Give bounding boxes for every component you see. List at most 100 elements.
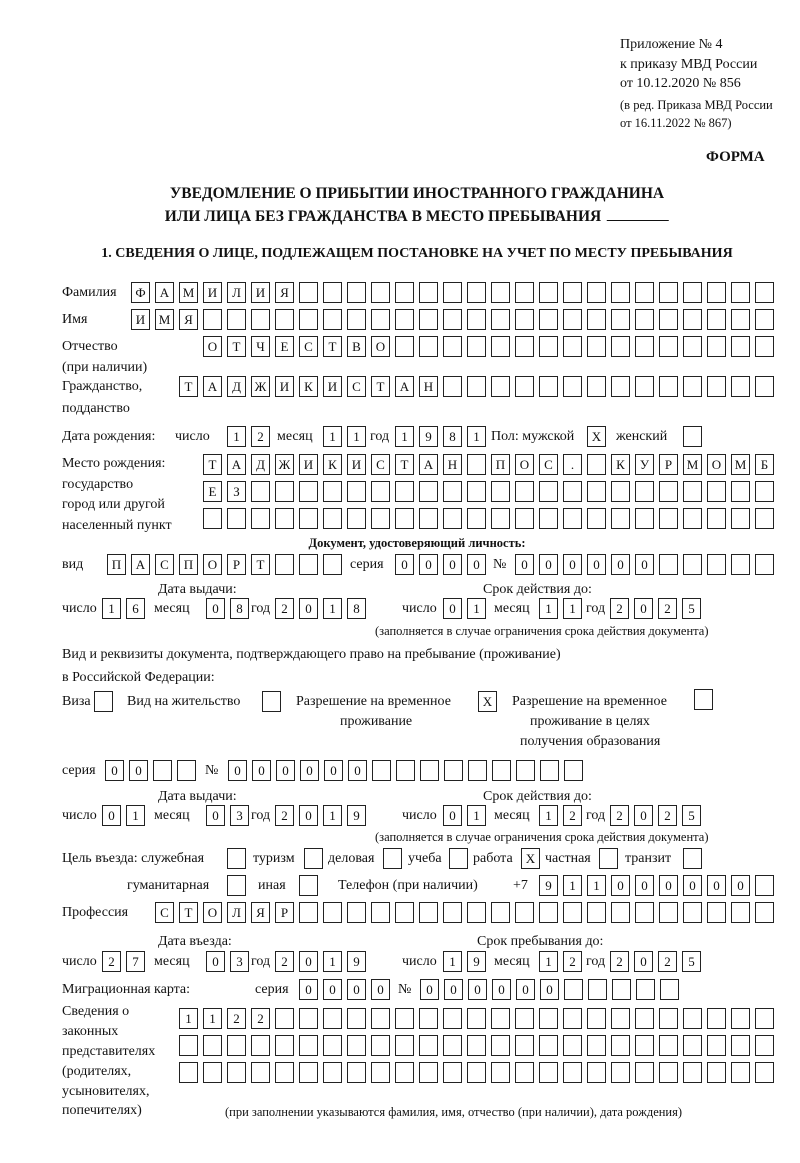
char-cell[interactable] bbox=[179, 1035, 198, 1056]
char-cell[interactable] bbox=[467, 902, 486, 923]
char-cell[interactable] bbox=[395, 1062, 414, 1083]
char-cell[interactable]: 1 bbox=[179, 1008, 198, 1029]
char-cell[interactable] bbox=[515, 481, 534, 502]
char-cell[interactable]: 0 bbox=[276, 760, 295, 781]
char-cell[interactable] bbox=[563, 1008, 582, 1029]
char-cell[interactable]: А bbox=[227, 454, 246, 475]
char-cell[interactable] bbox=[304, 848, 323, 869]
char-cell[interactable]: И bbox=[347, 454, 366, 475]
char-cell[interactable] bbox=[755, 875, 774, 896]
char-cell[interactable] bbox=[395, 1008, 414, 1029]
char-cell[interactable]: Я bbox=[275, 282, 294, 303]
char-cell[interactable] bbox=[491, 1008, 510, 1029]
char-cell[interactable]: М bbox=[683, 454, 702, 475]
char-cell[interactable] bbox=[587, 282, 606, 303]
char-cell[interactable]: С bbox=[299, 336, 318, 357]
char-cell[interactable]: 2 bbox=[275, 598, 294, 619]
char-cell[interactable]: 0 bbox=[635, 554, 654, 575]
char-cell[interactable]: И bbox=[251, 282, 270, 303]
char-cell[interactable]: 3 bbox=[230, 805, 249, 826]
char-cell[interactable] bbox=[659, 1035, 678, 1056]
char-cell[interactable]: 1 bbox=[539, 598, 558, 619]
char-cell[interactable]: 0 bbox=[443, 805, 462, 826]
char-cell[interactable]: 0 bbox=[323, 979, 342, 1000]
char-cell[interactable]: П bbox=[491, 454, 510, 475]
char-cell[interactable]: 2 bbox=[563, 951, 582, 972]
char-cell[interactable] bbox=[587, 481, 606, 502]
char-cell[interactable] bbox=[731, 1035, 750, 1056]
char-cell[interactable] bbox=[755, 481, 774, 502]
char-cell[interactable] bbox=[587, 1008, 606, 1029]
char-cell[interactable] bbox=[491, 309, 510, 330]
char-cell[interactable]: З bbox=[227, 481, 246, 502]
char-cell[interactable] bbox=[683, 554, 702, 575]
char-cell[interactable] bbox=[467, 481, 486, 502]
char-cell[interactable]: О bbox=[371, 336, 390, 357]
char-cell[interactable] bbox=[611, 1008, 630, 1029]
char-cell[interactable]: К bbox=[611, 454, 630, 475]
char-cell[interactable] bbox=[467, 282, 486, 303]
char-cell[interactable] bbox=[611, 1062, 630, 1083]
representatives-field-2[interactable] bbox=[179, 1035, 775, 1057]
char-cell[interactable] bbox=[660, 979, 679, 1000]
char-cell[interactable] bbox=[539, 508, 558, 529]
char-cell[interactable]: 1 bbox=[587, 875, 606, 896]
char-cell[interactable] bbox=[635, 282, 654, 303]
char-cell[interactable]: И bbox=[203, 282, 222, 303]
char-cell[interactable] bbox=[468, 760, 487, 781]
char-cell[interactable] bbox=[420, 760, 439, 781]
char-cell[interactable]: 0 bbox=[540, 979, 559, 1000]
char-cell[interactable] bbox=[179, 1062, 198, 1083]
char-cell[interactable] bbox=[299, 481, 318, 502]
char-cell[interactable]: 0 bbox=[299, 805, 318, 826]
char-cell[interactable] bbox=[599, 848, 618, 869]
char-cell[interactable]: 1 bbox=[563, 875, 582, 896]
char-cell[interactable]: 0 bbox=[102, 805, 121, 826]
char-cell[interactable] bbox=[395, 282, 414, 303]
char-cell[interactable]: 0 bbox=[206, 805, 225, 826]
residence-checkbox[interactable] bbox=[262, 691, 282, 713]
char-cell[interactable] bbox=[587, 454, 606, 475]
char-cell[interactable]: С bbox=[371, 454, 390, 475]
char-cell[interactable] bbox=[611, 282, 630, 303]
char-cell[interactable]: 2 bbox=[251, 426, 270, 447]
char-cell[interactable] bbox=[347, 481, 366, 502]
char-cell[interactable] bbox=[323, 508, 342, 529]
char-cell[interactable] bbox=[683, 1035, 702, 1056]
char-cell[interactable] bbox=[659, 336, 678, 357]
char-cell[interactable] bbox=[612, 979, 631, 1000]
char-cell[interactable]: Л bbox=[227, 902, 246, 923]
purpose-private-checkbox[interactable] bbox=[599, 848, 619, 870]
char-cell[interactable]: 1 bbox=[467, 805, 486, 826]
char-cell[interactable] bbox=[299, 508, 318, 529]
char-cell[interactable]: 2 bbox=[658, 805, 677, 826]
char-cell[interactable]: 0 bbox=[634, 805, 653, 826]
char-cell[interactable] bbox=[611, 508, 630, 529]
purpose-work-checkbox[interactable]: X bbox=[521, 848, 541, 870]
char-cell[interactable] bbox=[659, 481, 678, 502]
sex-female-checkbox[interactable] bbox=[683, 426, 703, 448]
char-cell[interactable] bbox=[539, 336, 558, 357]
char-cell[interactable] bbox=[467, 309, 486, 330]
char-cell[interactable] bbox=[371, 1035, 390, 1056]
char-cell[interactable] bbox=[299, 902, 318, 923]
char-cell[interactable] bbox=[395, 336, 414, 357]
char-cell[interactable]: . bbox=[563, 454, 582, 475]
char-cell[interactable]: С bbox=[539, 454, 558, 475]
char-cell[interactable] bbox=[419, 309, 438, 330]
char-cell[interactable] bbox=[659, 376, 678, 397]
char-cell[interactable]: 1 bbox=[539, 951, 558, 972]
char-cell[interactable] bbox=[323, 282, 342, 303]
char-cell[interactable]: Т bbox=[371, 376, 390, 397]
char-cell[interactable]: 2 bbox=[658, 598, 677, 619]
char-cell[interactable]: Н bbox=[443, 454, 462, 475]
char-cell[interactable]: Т bbox=[251, 554, 270, 575]
char-cell[interactable] bbox=[755, 376, 774, 397]
